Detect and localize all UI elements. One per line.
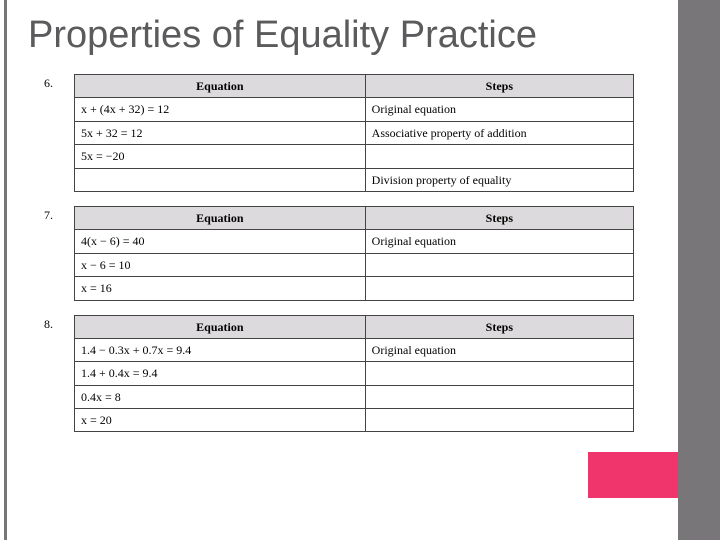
- column-steps-header: Steps: [365, 206, 633, 229]
- problem-label: 7.: [44, 206, 66, 223]
- table-row: 4(x − 6) = 40Original equation: [75, 230, 634, 253]
- table-row: 5x + 32 = 12Associative property of addi…: [75, 121, 634, 144]
- step-cell: Original equation: [365, 338, 633, 361]
- right-rail: [678, 0, 720, 540]
- problem-label: 6.: [44, 74, 66, 91]
- table-row: 1.4 − 0.3x + 0.7x = 9.4Original equation: [75, 338, 634, 361]
- column-equation-header: Equation: [75, 315, 366, 338]
- table-row: Division property of equality: [75, 168, 634, 191]
- equation-cell: x + (4x + 32) = 12: [75, 98, 366, 121]
- equation-table: EquationSteps4(x − 6) = 40Original equat…: [74, 206, 634, 301]
- problem-label: 8.: [44, 315, 66, 332]
- equation-cell: x = 20: [75, 409, 366, 432]
- table-row: x = 16: [75, 277, 634, 300]
- slide: Properties of Equality Practice 6. Equati…: [0, 0, 720, 540]
- equation-cell: 5x = −20: [75, 145, 366, 168]
- step-cell: [365, 362, 633, 385]
- equation-cell: 1.4 − 0.3x + 0.7x = 9.4: [75, 338, 366, 361]
- step-cell: Original equation: [365, 98, 633, 121]
- equation-cell: 5x + 32 = 12: [75, 121, 366, 144]
- table-row: 5x = −20: [75, 145, 634, 168]
- problems-area: 6.EquationStepsx + (4x + 32) = 12Origina…: [44, 74, 644, 446]
- column-equation-header: Equation: [75, 75, 366, 98]
- table-row: 0.4x = 8: [75, 385, 634, 408]
- equation-cell: x − 6 = 10: [75, 253, 366, 276]
- table-row: x + (4x + 32) = 12Original equation: [75, 98, 634, 121]
- equation-table: EquationSteps1.4 − 0.3x + 0.7x = 9.4Orig…: [74, 315, 634, 433]
- equation-cell: 4(x − 6) = 40: [75, 230, 366, 253]
- table-row: x = 20: [75, 409, 634, 432]
- accent-block: [588, 452, 678, 498]
- step-cell: [365, 277, 633, 300]
- equation-cell: x = 16: [75, 277, 366, 300]
- problem: 6. EquationStepsx + (4x + 32) = 12Origina…: [44, 74, 644, 192]
- column-steps-header: Steps: [365, 315, 633, 338]
- left-rule: [4, 0, 7, 540]
- equation-cell: 1.4 + 0.4x = 9.4: [75, 362, 366, 385]
- table-row: 1.4 + 0.4x = 9.4: [75, 362, 634, 385]
- step-cell: Division property of equality: [365, 168, 633, 191]
- step-cell: [365, 409, 633, 432]
- step-cell: [365, 145, 633, 168]
- step-cell: Original equation: [365, 230, 633, 253]
- step-cell: [365, 385, 633, 408]
- problem: 7. EquationSteps4(x − 6) = 40Original equ…: [44, 206, 644, 301]
- problem: 8. EquationSteps1.4 − 0.3x + 0.7x = 9.4Or…: [44, 315, 644, 433]
- equation-table: EquationStepsx + (4x + 32) = 12Original …: [74, 74, 634, 192]
- step-cell: Associative property of addition: [365, 121, 633, 144]
- step-cell: [365, 253, 633, 276]
- table-row: x − 6 = 10: [75, 253, 634, 276]
- column-steps-header: Steps: [365, 75, 633, 98]
- equation-cell: 0.4x = 8: [75, 385, 366, 408]
- column-equation-header: Equation: [75, 206, 366, 229]
- page-title: Properties of Equality Practice: [28, 14, 537, 57]
- equation-cell: [75, 168, 366, 191]
